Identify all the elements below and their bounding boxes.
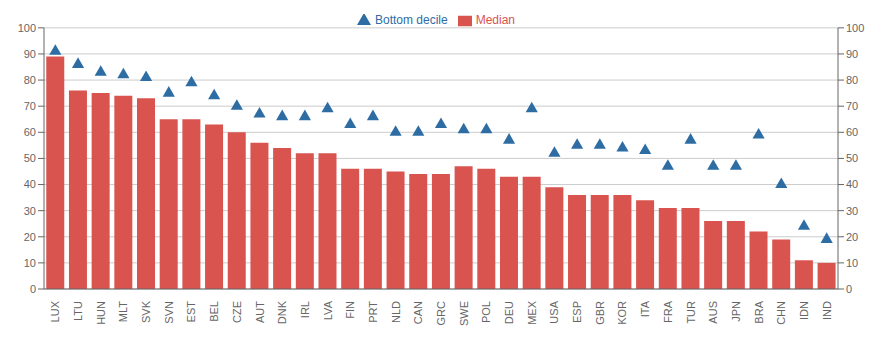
svg-text:80: 80 [24,74,36,86]
svg-text:20: 20 [24,231,36,243]
svg-text:IDN: IDN [798,301,810,320]
svg-text:IND: IND [821,301,833,320]
svg-text:JPN: JPN [730,301,742,322]
svg-text:PRT: PRT [367,301,379,323]
svg-text:NLD: NLD [390,301,402,323]
html-text:Median: Median [475,13,515,27]
svg-text:10: 10 [846,257,858,269]
svg-text:LVA: LVA [322,300,334,320]
svg-text:CHN: CHN [775,301,787,325]
svg-text:LTU: LTU [72,301,84,321]
svg-text:GRC: GRC [435,301,447,326]
svg-text:40: 40 [24,178,36,190]
svg-text:30: 30 [24,205,36,217]
svg-text:MEX: MEX [526,300,538,325]
svg-text:70: 70 [24,100,36,112]
svg-text:ESP: ESP [571,301,583,323]
svg-text:90: 90 [24,48,36,60]
svg-text:KOR: KOR [616,301,628,325]
svg-text:90: 90 [846,48,858,60]
svg-text:FIN: FIN [344,301,356,319]
svg-text:60: 60 [24,126,36,138]
svg-text:40: 40 [846,178,858,190]
svg-text:50: 50 [24,152,36,164]
svg-text:SVK: SVK [140,300,152,323]
svg-text:USA: USA [548,300,560,323]
svg-text:IRL: IRL [299,301,311,318]
svg-text:10: 10 [24,257,36,269]
svg-text:FRA: FRA [662,300,674,323]
svg-text:BRA: BRA [753,300,765,323]
svg-text:ITA: ITA [639,300,651,317]
svg-text:LUX: LUX [49,300,61,322]
svg-text:EST: EST [185,301,197,323]
svg-text:100: 100 [18,22,36,34]
svg-text:POL: POL [480,301,492,323]
svg-text:BEL: BEL [208,301,220,322]
svg-text:MLT: MLT [117,301,129,322]
svg-text:70: 70 [846,100,858,112]
svg-text:SVN: SVN [163,301,175,324]
svg-text:AUT: AUT [254,301,266,323]
svg-text:60: 60 [846,126,858,138]
svg-text:0: 0 [846,283,852,295]
svg-text:20: 20 [846,231,858,243]
svg-text:0: 0 [30,283,36,295]
svg-text:DNK: DNK [276,300,288,324]
svg-text:CAN: CAN [412,301,424,324]
svg-text:DEU: DEU [503,301,515,324]
svg-text:HUN: HUN [95,301,107,325]
svg-text:80: 80 [846,74,858,86]
svg-text:50: 50 [846,152,858,164]
html-text:Bottom decile: Bottom decile [375,13,448,27]
svg-text:30: 30 [846,205,858,217]
svg-text:AUS: AUS [707,301,719,324]
svg-text:SWE: SWE [458,301,470,326]
svg-text:TUR: TUR [685,301,697,324]
svg-text:100: 100 [846,22,864,34]
svg-text:GBR: GBR [594,301,606,325]
svg-text:CZE: CZE [231,301,243,323]
